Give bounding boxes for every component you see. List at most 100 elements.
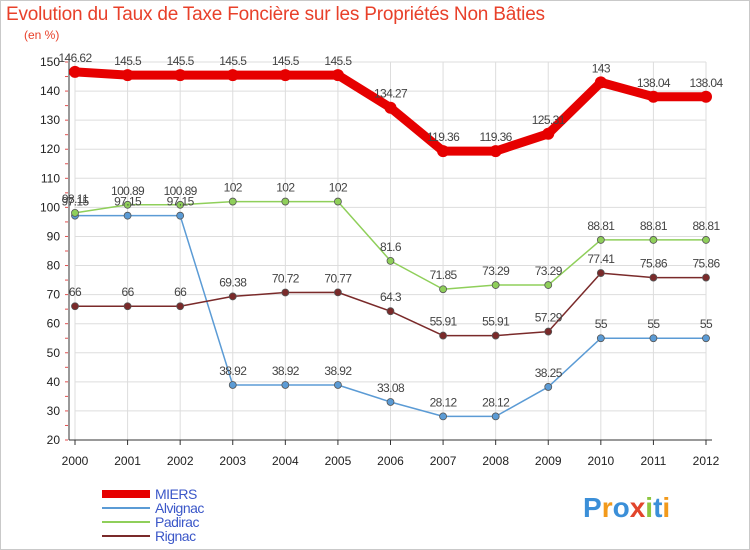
data-point-alvignac [386,398,395,406]
data-label-rignac: 66 [174,285,187,299]
data-label-rignac: 55.91 [482,315,510,329]
series-group [69,65,712,421]
data-label-alvignac: 55 [647,317,660,331]
data-point-miers [331,69,344,82]
data-point-rignac [281,288,290,297]
data-point-rignac [544,327,553,336]
data-point-miers [121,69,134,82]
data-point-alvignac [123,211,132,220]
data-label-miers: 125.31 [532,113,566,127]
data-label-rignac: 70.72 [272,272,300,286]
data-label-miers: 145.5 [272,54,300,68]
data-point-padirac [176,200,185,209]
legend-label-miers: MIERS [155,486,197,502]
data-label-miers: 119.36 [480,130,513,144]
data-point-alvignac [544,383,553,391]
x-tick-label: 2000 [62,454,89,468]
data-label-rignac: 66 [122,285,135,299]
data-point-miers [384,101,397,114]
data-point-miers [174,69,187,82]
data-label-alvignac: 38.92 [324,364,352,378]
x-tick-label: 2005 [325,454,352,468]
logo-letter: x [630,492,646,523]
data-label-miers: 145.5 [114,54,142,68]
data-label-padirac: 102 [276,181,295,195]
y-tick-label: 120 [40,142,60,156]
unit-label: (en %) [24,28,60,42]
x-tick-label: 2007 [430,454,457,468]
legend-label-rignac: Rignac [155,528,196,544]
data-point-padirac [596,236,605,244]
data-label-rignac: 55.91 [430,315,458,329]
data-point-miers [594,76,607,89]
data-point-alvignac [176,211,185,220]
y-tick-label: 70 [47,288,61,302]
proxiti-logo: Proxiti [583,492,670,523]
axes: 20 30 40 50 60 70 80 90 100 110 120 130 140 150 2000 20… [40,54,720,468]
data-point-miers [489,145,502,158]
logo-letter: t [653,492,662,523]
data-point-miers [226,69,239,82]
data-point-alvignac [228,381,237,389]
data-label-padirac: 88.81 [587,219,615,233]
x-tick-label: 2004 [272,454,299,468]
data-label-alvignac: 97.15 [167,195,195,209]
data-label-rignac: 57.29 [535,311,563,325]
data-point-rignac [596,269,605,277]
data-label-alvignac: 28.12 [430,395,458,409]
logo-letter: i [662,492,670,523]
data-point-miers [647,90,660,103]
data-label-miers: 146.62 [58,51,92,65]
y-tick-label: 90 [47,229,61,243]
data-point-alvignac [491,412,500,421]
data-label-rignac: 69.38 [219,275,247,289]
data-point-padirac [439,285,447,294]
data-point-padirac [334,197,342,206]
data-label-rignac: 77.41 [587,252,615,266]
legend-label-padirac: Padirac [155,514,199,530]
data-label-padirac: 81.6 [380,240,402,254]
x-tick-label: 2001 [114,454,141,468]
legend-label-alvignac: Alvignac [155,500,204,516]
data-point-padirac [491,281,500,289]
data-label-padirac: 100.89 [164,184,198,198]
data-point-miers [279,69,292,82]
data-label-padirac: 100.89 [111,184,145,198]
data-point-rignac [439,331,447,340]
data-point-padirac [702,236,710,244]
data-point-rignac [491,331,500,340]
chart-title: Evolution du Taux de Taxe Foncière sur l… [6,4,545,25]
x-tick-label: 2010 [587,454,614,468]
data-label-padirac: 98.11 [62,192,89,206]
data-point-rignac [123,302,132,311]
y-tick-label: 40 [47,375,61,389]
data-point-miers [437,145,450,158]
data-point-rignac [702,273,710,282]
data-point-alvignac [649,334,658,343]
x-tick-label: 2002 [167,454,194,468]
data-point-miers [542,127,555,140]
logo-letter: P [583,492,602,523]
data-label-miers: 138.04 [637,76,671,90]
data-label-padirac: 73.29 [482,264,510,278]
y-tick-label: 130 [40,113,60,127]
y-tick-label: 80 [47,259,61,273]
data-label-alvignac: 28.12 [482,395,510,409]
data-label-rignac: 75.86 [692,257,720,271]
data-label-alvignac: 97.15 [61,195,89,209]
data-point-alvignac [439,412,447,421]
data-label-rignac: 70.77 [324,271,352,285]
grid-lines [74,61,707,441]
data-label-miers: 134.27 [374,87,408,101]
data-point-rignac [71,302,79,311]
data-point-rignac [176,302,185,311]
x-tick-label: 2006 [377,454,404,468]
data-label-padirac: 102 [329,181,348,195]
y-tick-label: 100 [40,200,60,214]
logo-letter: r [602,492,613,523]
data-label-rignac: 75.86 [640,257,668,271]
data-label-padirac: 88.81 [640,219,668,233]
data-point-miers [700,90,712,103]
data-point-alvignac [702,334,710,343]
data-point-rignac [334,288,342,297]
